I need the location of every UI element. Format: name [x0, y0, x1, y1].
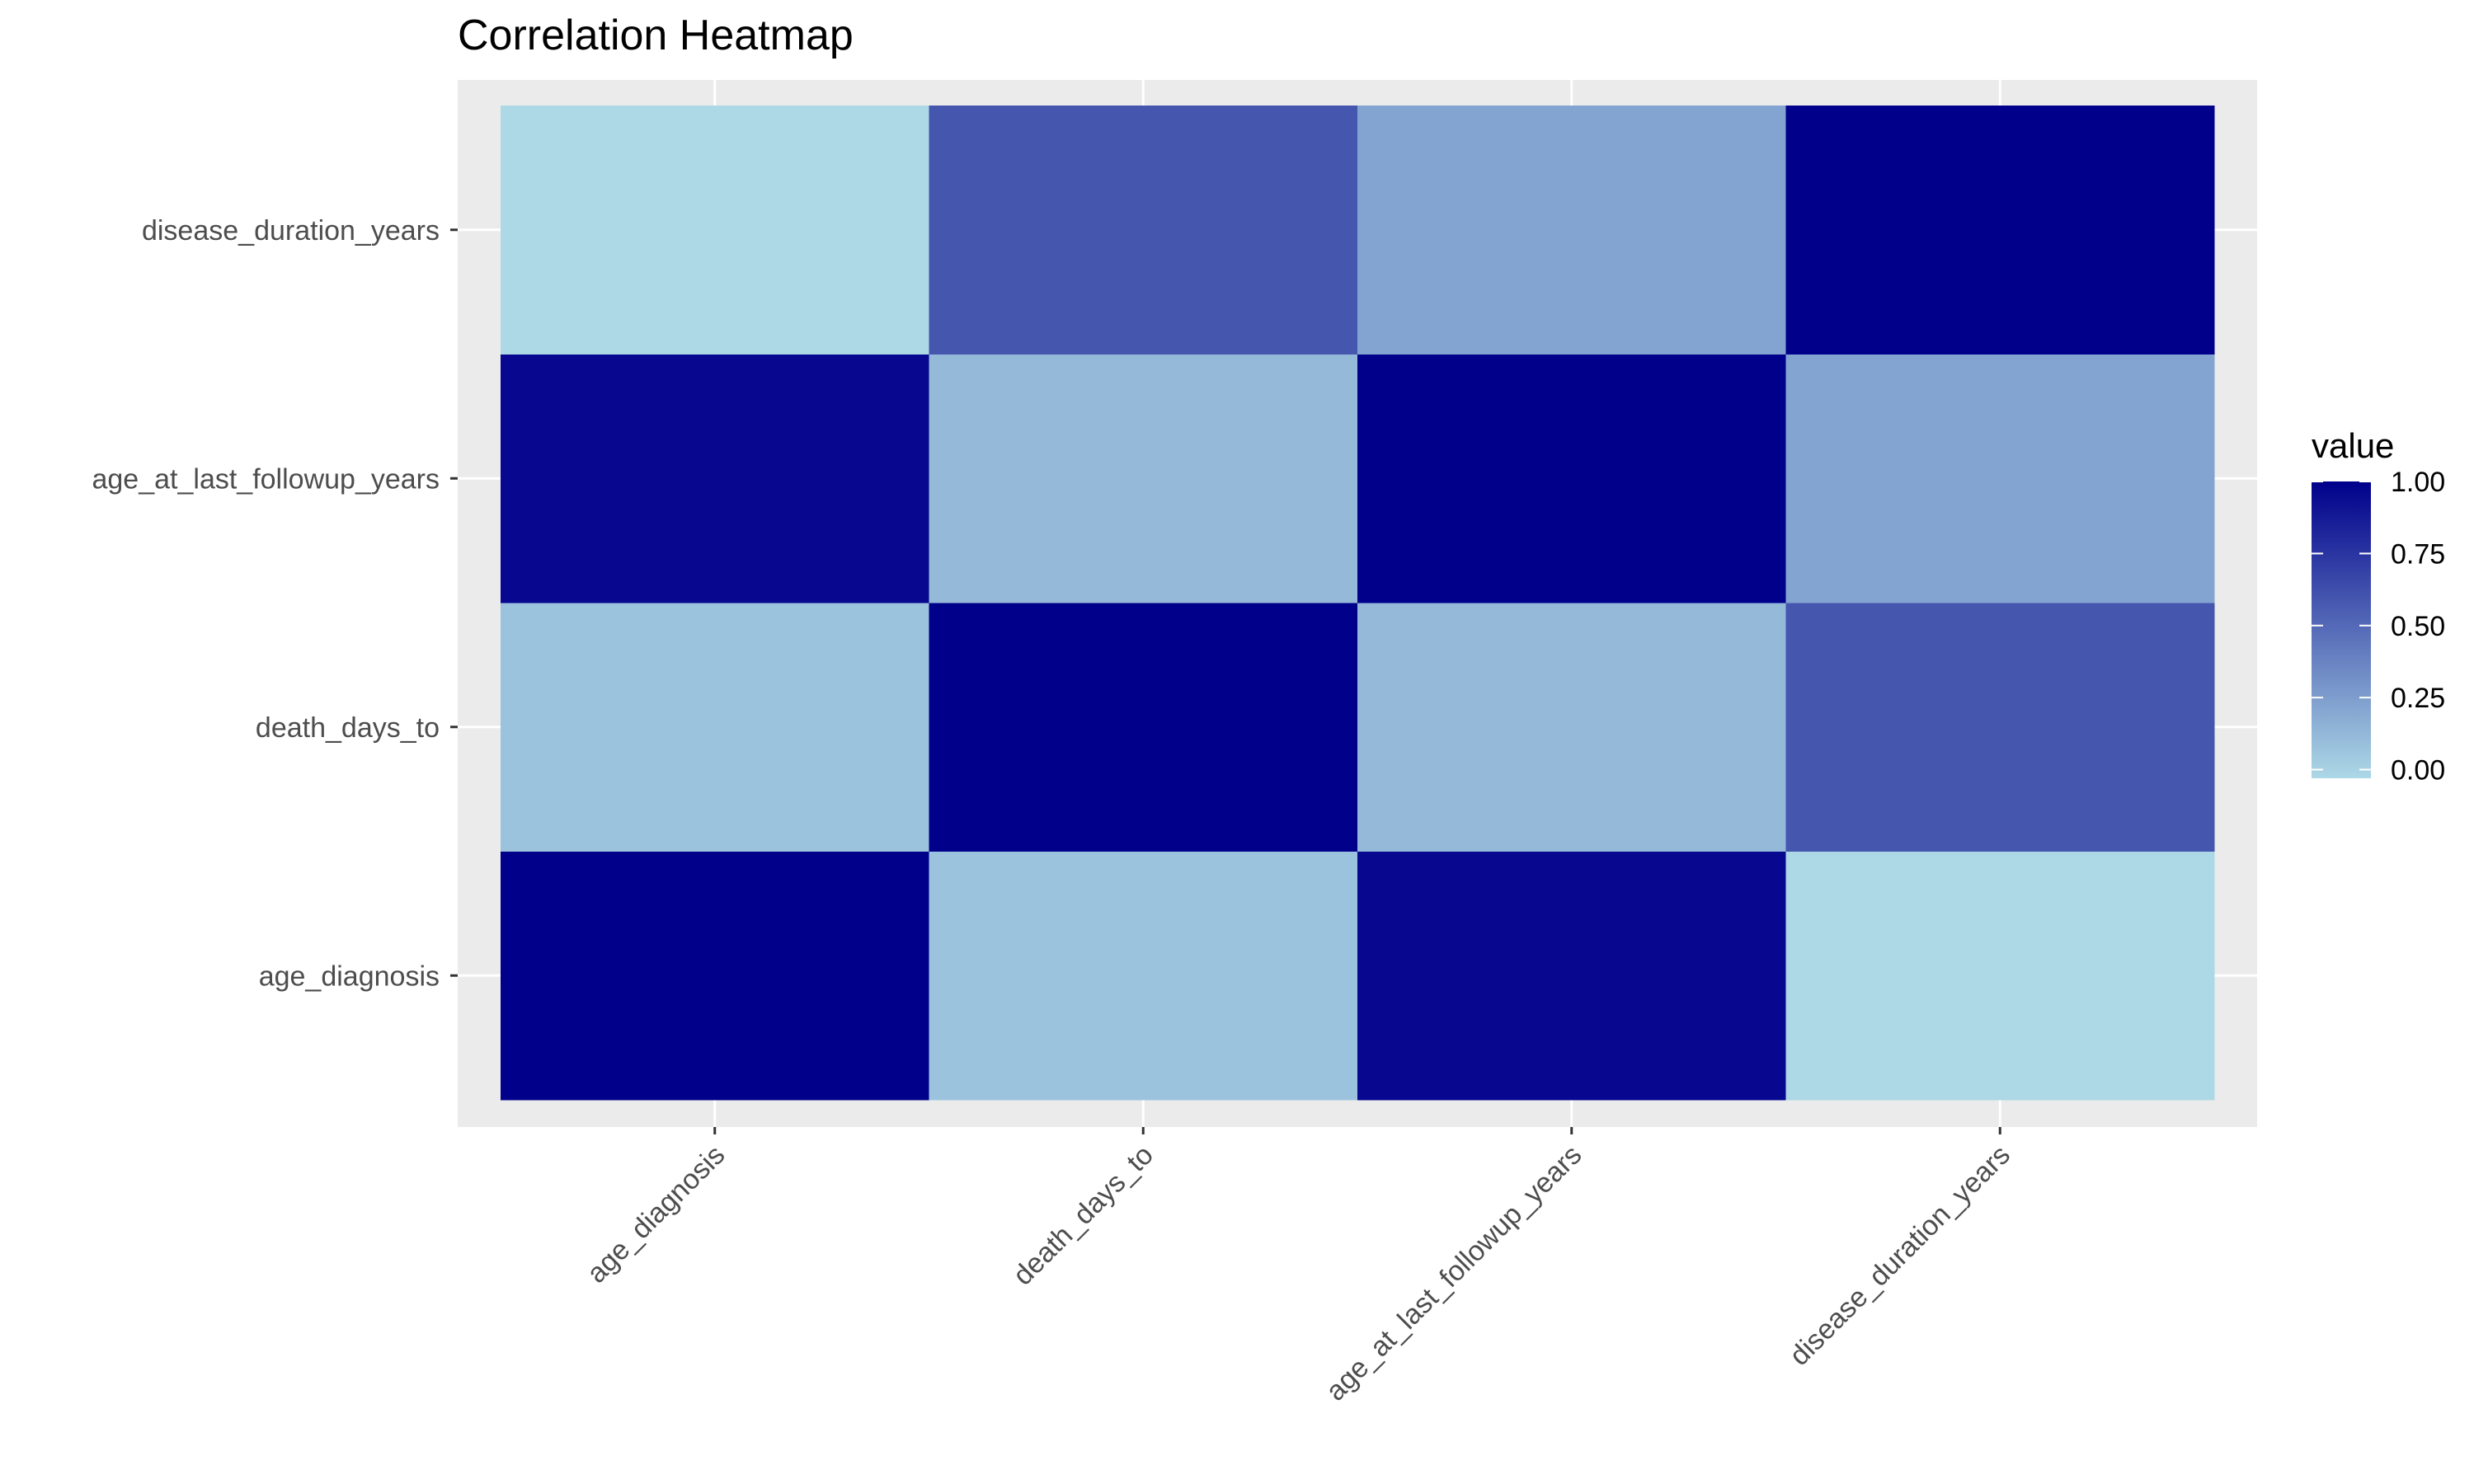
heatmap-cells	[501, 106, 2215, 1101]
heatmap-cell-age_diagnosis-death_days_to	[929, 851, 1358, 1101]
x-tick-label: disease_duration_years	[1784, 1139, 2016, 1372]
heatmap-cell-age_at_last_followup_years-disease_duration_years	[1785, 354, 2215, 603]
heatmap-cell-age_diagnosis-age_at_last_followup_years	[1357, 851, 1786, 1101]
legend-tick-label: 0.25	[2391, 683, 2445, 714]
x-tick-label: age_at_last_followup_years	[1319, 1139, 1587, 1407]
x-tick-label: age_diagnosis	[581, 1139, 731, 1289]
heatmap-cell-age_diagnosis-age_diagnosis	[501, 851, 929, 1101]
chart-title: Correlation Heatmap	[458, 12, 854, 59]
legend: value 1.00 0.75 0.50 0.25 0.00	[2312, 426, 2445, 787]
legend-title: value	[2312, 426, 2394, 465]
heatmap-cell-death_days_to-death_days_to	[929, 603, 1358, 852]
y-tick-label: disease_duration_years	[142, 215, 440, 247]
legend-tick-label: 0.75	[2391, 538, 2445, 570]
heatmap-cell-death_days_to-age_diagnosis	[501, 603, 929, 852]
heatmap-cell-age_at_last_followup_years-death_days_to	[929, 354, 1358, 603]
y-tick-label: age_at_last_followup_years	[92, 463, 440, 495]
legend-colorbar	[2312, 481, 2371, 778]
heatmap-cell-age_at_last_followup_years-age_at_last_followup_years	[1357, 354, 1786, 603]
heatmap-cell-death_days_to-age_at_last_followup_years	[1357, 603, 1786, 852]
legend-tick-label: 1.00	[2391, 467, 2445, 498]
heatmap-cell-disease_duration_years-age_diagnosis	[501, 106, 929, 355]
heatmap-cell-disease_duration_years-disease_duration_years	[1785, 106, 2215, 355]
heatmap-cell-age_at_last_followup_years-age_diagnosis	[501, 354, 929, 603]
heatmap-cell-death_days_to-disease_duration_years	[1785, 603, 2215, 852]
heatmap-cell-age_diagnosis-disease_duration_years	[1785, 851, 2215, 1101]
x-axis: age_diagnosis death_days_to age_at_last_fo…	[581, 1127, 2016, 1407]
heatmap-cell-disease_duration_years-age_at_last_followup_years	[1357, 106, 1786, 355]
y-axis: age_diagnosis death_days_to age_at_last_fo…	[92, 215, 458, 992]
legend-tick-label: 0.00	[2391, 755, 2445, 787]
y-tick-label: age_diagnosis	[259, 960, 440, 992]
heatmap-cell-disease_duration_years-death_days_to	[929, 106, 1358, 355]
y-tick-label: death_days_to	[256, 712, 440, 744]
x-tick-label: death_days_to	[1007, 1139, 1159, 1292]
legend-tick-label: 0.50	[2391, 611, 2445, 642]
